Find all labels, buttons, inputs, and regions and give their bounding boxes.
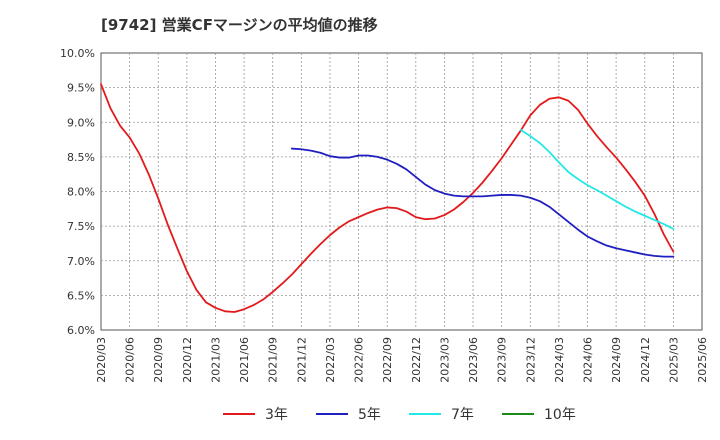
x-tick-label: 2023/12 — [524, 337, 537, 383]
x-axis-ticks: 2020/03 2020/06 2020/09 2020/12 2021/03 2021/… — [95, 337, 709, 383]
x-tick-label: 2021/12 — [295, 337, 308, 383]
y-tick-label: 10.0% — [60, 47, 95, 60]
x-tick-label: 2024/06 — [582, 337, 595, 383]
x-tick-label: 2024/03 — [553, 337, 566, 383]
x-tick-label: 2025/03 — [667, 337, 680, 383]
y-tick-label: 8.0% — [67, 186, 95, 199]
y-tick-label: 9.5% — [67, 82, 95, 95]
x-tick-label: 2023/03 — [438, 337, 451, 383]
y-tick-label: 6.0% — [67, 324, 95, 337]
legend-label: 5年 — [358, 407, 381, 423]
series-line — [290, 147, 675, 258]
y-tick-label: 7.0% — [67, 255, 95, 268]
y-tick-label: 7.5% — [67, 220, 95, 233]
x-tick-label: 2023/06 — [467, 337, 480, 383]
series-lines — [100, 83, 675, 313]
x-tick-label: 2020/12 — [181, 337, 194, 383]
series-line — [519, 128, 675, 230]
x-tick-label: 2025/06 — [696, 337, 709, 383]
series-line — [100, 83, 675, 313]
x-tick-label: 2021/06 — [238, 337, 251, 383]
x-tick-label: 2021/09 — [267, 337, 280, 383]
x-tick-label: 2023/09 — [496, 337, 509, 383]
legend-label: 10年 — [544, 407, 576, 423]
x-tick-label: 2024/09 — [610, 337, 623, 383]
legend: 3年 5年 7年 10年 — [223, 407, 576, 423]
x-tick-label: 2020/03 — [95, 337, 108, 383]
y-tick-label: 6.5% — [67, 289, 95, 302]
x-tick-label: 2024/12 — [639, 337, 652, 383]
y-axis-ticks: 10.0% 9.5% 9.0% 8.5% 8.0% 7.5% 7.0% 6.5% 6.0% — [60, 47, 95, 337]
legend-label: 3年 — [265, 407, 288, 423]
y-tick-label: 8.5% — [67, 151, 95, 164]
x-tick-label: 2020/06 — [124, 337, 137, 383]
chart-title: [9742] 営業CFマージンの平均値の推移 — [101, 16, 378, 34]
y-tick-label: 9.0% — [67, 116, 95, 129]
x-tick-label: 2022/06 — [353, 337, 366, 383]
x-tick-label: 2022/09 — [381, 337, 394, 383]
x-tick-label: 2022/03 — [324, 337, 337, 383]
x-tick-label: 2020/09 — [152, 337, 165, 383]
legend-label: 7年 — [451, 407, 474, 423]
x-tick-label: 2022/12 — [410, 337, 423, 383]
x-tick-label: 2021/03 — [209, 337, 222, 383]
gridlines — [101, 53, 702, 330]
